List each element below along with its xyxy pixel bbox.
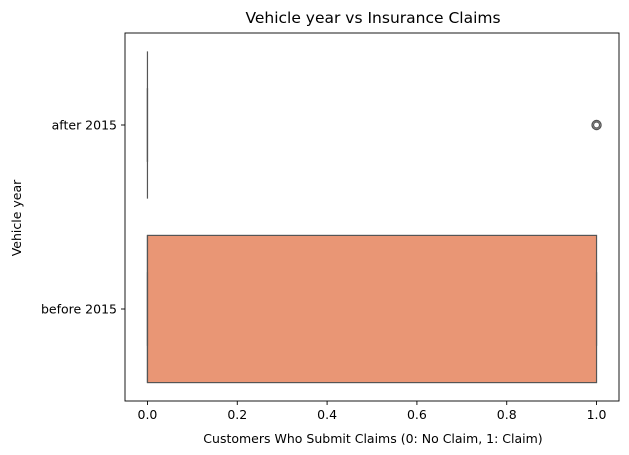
outlier-after-2015-0: [591, 119, 602, 131]
outlier-inner-after-2015-0: [592, 121, 601, 129]
x-tick-label-2: 0.4: [317, 407, 337, 422]
axes-frame: [124, 32, 620, 402]
x-tick-label-5: 1.0: [587, 407, 607, 422]
box-before-2015: [146, 234, 598, 384]
x-tick-label-3: 0.6: [407, 407, 427, 422]
x-tick-label-0: 0.0: [138, 407, 158, 422]
y-axis-label: Vehicle year: [9, 179, 24, 256]
x-axis: 0.0 0.2 0.4 0.6 0.8 1.0: [138, 401, 607, 422]
box-body-before-2015: [146, 234, 598, 384]
box-after-2015: [146, 51, 602, 199]
y-tick-label-0: after 2015: [52, 118, 117, 133]
y-axis: after 2015 before 2015: [41, 118, 125, 317]
x-tick-label-1: 0.2: [227, 407, 247, 422]
y-tick-label-1: before 2015: [41, 302, 117, 317]
x-tick-label-4: 0.8: [497, 407, 517, 422]
x-axis-label: Customers Who Submit Claims (0: No Claim…: [203, 431, 542, 446]
chart-title: Vehicle year vs Insurance Claims: [245, 9, 500, 27]
plot-area: [124, 32, 620, 402]
